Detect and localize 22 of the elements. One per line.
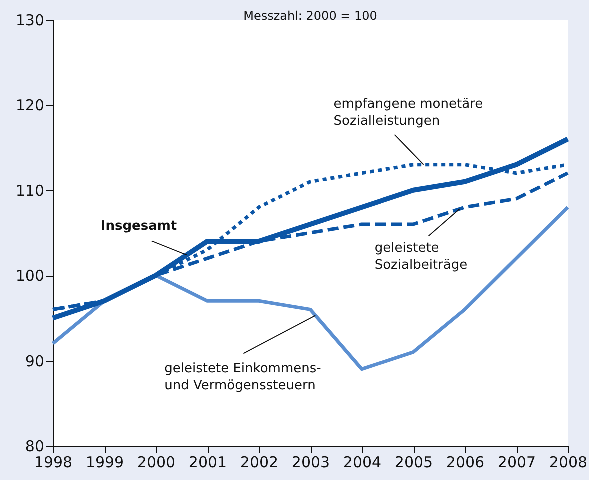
y-tick-label: 110 [16,182,44,200]
x-tick-label: 2001 [188,454,228,472]
chart-title: Messzahl: 2000 = 100 [244,9,378,23]
annotation: geleistete Einkommens- und Vermögenssteuern [164,362,322,394]
y-tick-label: 90 [25,352,44,370]
x-tick-label: 2000 [137,454,176,472]
x-tick-label: 1998 [34,454,73,472]
x-tick-label: 1999 [86,454,124,472]
x-tick-label: 2002 [240,454,279,472]
y-tick-label: 120 [16,96,44,115]
x-tick-label: 2006 [446,454,485,472]
annotation: empfangene monetäre Sozialleistungen [334,96,484,129]
x-tick-label: 2005 [394,454,434,472]
x-tick-label: 2004 [343,454,382,472]
annotation: geleistete Sozialbeiträge [374,241,468,274]
x-tick-label: 2003 [292,454,330,472]
y-tick-label: 80 [25,438,44,456]
x-tick-label: 2008 [549,454,588,472]
annotation: Insgesamt [100,219,178,234]
y-tick-label: 100 [16,267,44,286]
y-tick-label: 130 [16,12,44,30]
x-tick-label: 2007 [498,454,536,472]
